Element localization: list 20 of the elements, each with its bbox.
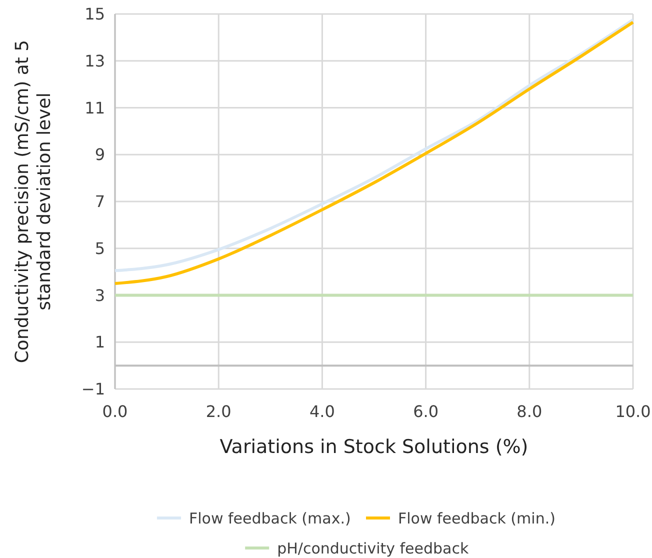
legend-label: Flow feedback (max.): [189, 509, 351, 528]
y-axis-title: Conductivity precision (mS/cm) at 5 standard deviation level: [12, 40, 55, 364]
y-tick-label: 9: [94, 145, 105, 164]
y-tick-label: −1: [81, 380, 105, 399]
y-tick-label: 5: [94, 238, 105, 258]
y-tick-label: 7: [94, 192, 105, 212]
x-axis-title: Variations in Stock Solutions (%): [220, 436, 528, 458]
x-tick-label: 10.0: [615, 402, 651, 421]
y-tick-label: 15: [84, 4, 105, 24]
y-tick-label: 1: [94, 332, 105, 352]
legend-label: Flow feedback (min.): [398, 509, 556, 528]
x-tick-label: 0.0: [102, 402, 128, 421]
x-tick-label: 2.0: [206, 402, 232, 421]
y-tick-label: 3: [94, 286, 105, 305]
x-tick-label: 4.0: [309, 402, 335, 421]
x-tick-label: 6.0: [413, 402, 439, 421]
y-tick-label: 13: [84, 51, 105, 70]
legend-label: pH/conductivity feedback: [277, 539, 469, 558]
x-tick-label: 8.0: [516, 402, 542, 421]
y-tick-label: 11: [84, 98, 105, 118]
